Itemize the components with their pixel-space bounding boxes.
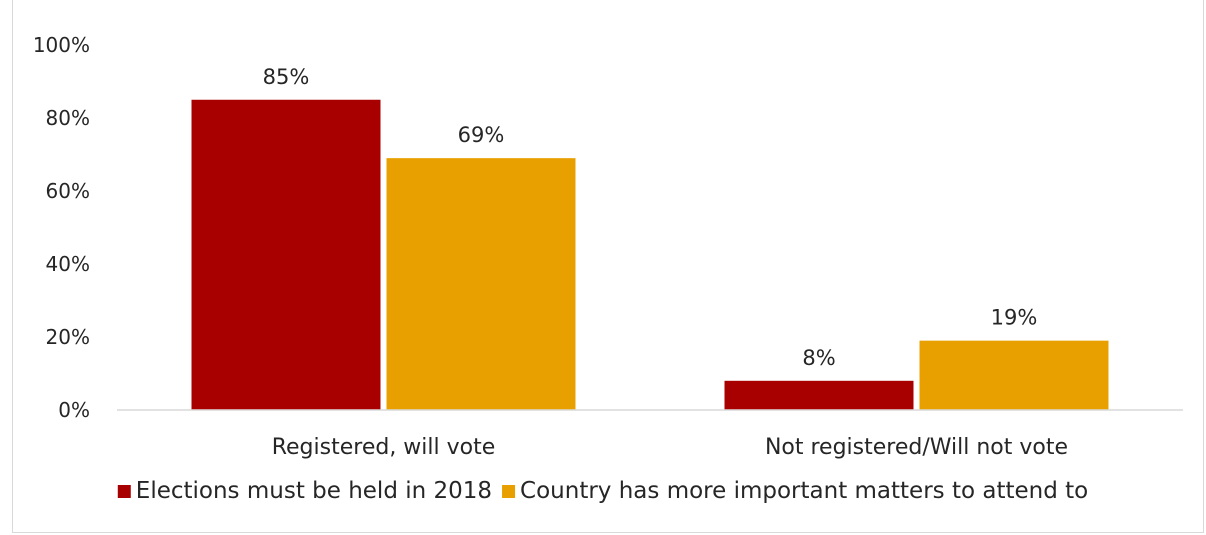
chart-frame bbox=[12, 0, 1204, 533]
data-label: 8% bbox=[802, 346, 835, 370]
bar bbox=[386, 158, 576, 410]
y-tick-label: 20% bbox=[46, 325, 90, 349]
legend-label: Country has more important matters to at… bbox=[520, 478, 1088, 504]
legend-swatch bbox=[117, 485, 131, 498]
category-label: Not registered/Will not vote bbox=[765, 435, 1068, 460]
x-axis: Registered, will vote Not registered/Will… bbox=[272, 435, 1068, 460]
data-label: 85% bbox=[263, 65, 310, 89]
data-labels: 85% 69% 8% 19% bbox=[263, 65, 1038, 370]
legend-label: Elections must be held in 2018 bbox=[136, 478, 492, 504]
y-tick-label: 40% bbox=[46, 252, 90, 276]
legend-item: Elections must be held in 2018 bbox=[117, 478, 492, 504]
bars bbox=[191, 99, 1109, 410]
data-label: 69% bbox=[458, 123, 505, 147]
y-axis: 0% 20% 40% 60% 80% 100% bbox=[33, 33, 90, 422]
bar bbox=[191, 99, 381, 410]
data-label: 19% bbox=[991, 306, 1038, 330]
legend-item: Country has more important matters to at… bbox=[502, 478, 1088, 504]
legend: Elections must be held in 2018 Country ha… bbox=[117, 478, 1088, 504]
y-tick-label: 80% bbox=[46, 106, 90, 130]
bar bbox=[919, 340, 1109, 410]
legend-swatch bbox=[502, 485, 516, 498]
y-tick-label: 60% bbox=[46, 179, 90, 203]
category-label: Registered, will vote bbox=[272, 435, 496, 460]
bar bbox=[724, 380, 914, 410]
y-tick-label: 0% bbox=[58, 398, 90, 422]
y-tick-label: 100% bbox=[33, 33, 90, 57]
